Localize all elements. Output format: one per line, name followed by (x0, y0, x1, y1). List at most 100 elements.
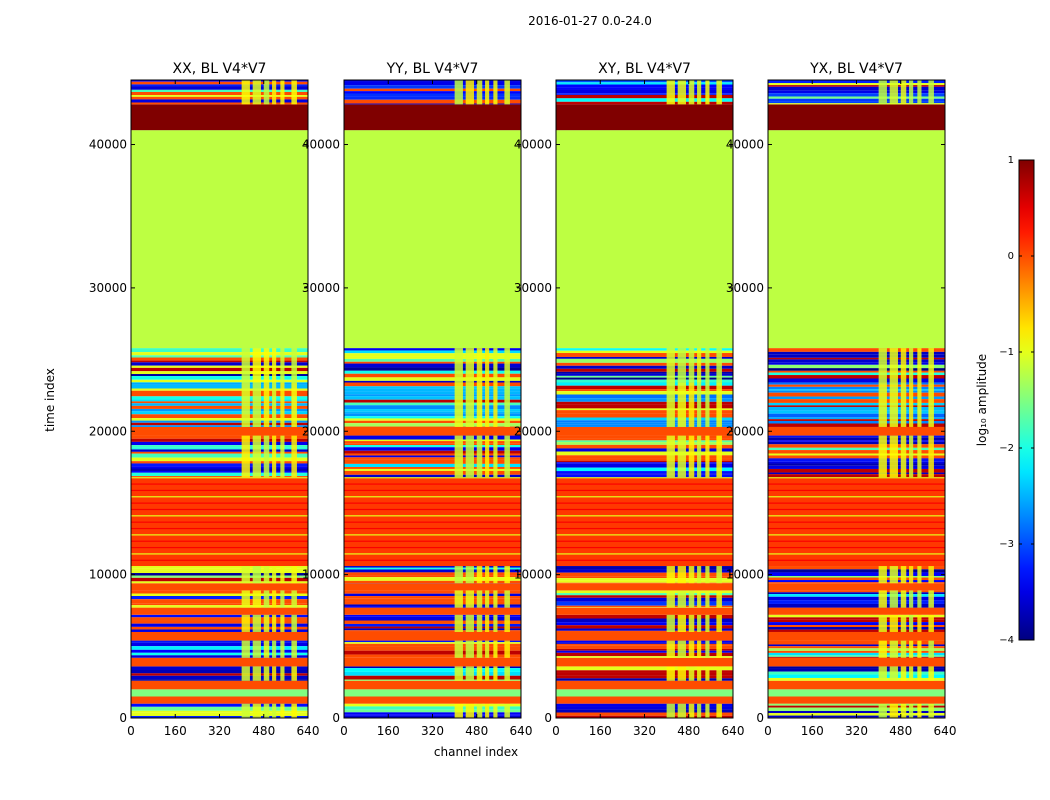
heatmap-row (131, 617, 308, 621)
heatmap-row (344, 353, 521, 357)
heatmap-rfi-block (465, 666, 474, 681)
y-axis-label: time index (43, 368, 57, 432)
heatmap-stripe (131, 521, 308, 523)
heatmap-rfi-block (878, 703, 887, 718)
heatmap-row (556, 94, 733, 99)
heatmap-rfi-block (878, 666, 887, 681)
heatmap-row (344, 668, 521, 672)
heatmap-rfi-block (263, 614, 270, 632)
heatmap-row (768, 566, 945, 570)
heatmap-rfi-block (716, 80, 722, 105)
heatmap-row (768, 392, 945, 397)
heatmap-row (556, 625, 733, 629)
heatmap-rfi-block (705, 590, 710, 608)
heatmap-row (131, 472, 308, 477)
heatmap-row (768, 417, 945, 420)
heatmap-rfi-block (465, 80, 474, 105)
heatmap-rfi-block (476, 614, 483, 632)
heatmap-rfi-block (688, 666, 695, 681)
heatmap-row (344, 598, 521, 602)
heatmap-row (556, 648, 733, 651)
heatmap-row (556, 595, 733, 598)
heatmap-rfi-block (291, 382, 297, 427)
heatmap-row (768, 463, 945, 466)
heatmap-rfi-block (454, 348, 463, 383)
heatmap-row (556, 656, 733, 658)
heatmap-rfi-block (688, 590, 695, 608)
heatmap-rfi-block (291, 703, 297, 718)
heatmap-band (556, 426, 733, 436)
heatmap-rfi-block (493, 80, 498, 105)
colorbar-tick-label: −4 (999, 635, 1014, 646)
heatmap-row (131, 595, 308, 600)
heatmap-row (131, 468, 308, 471)
heatmap-row (556, 645, 733, 649)
heatmap-rfi-block (716, 614, 722, 632)
heatmap-row (131, 590, 308, 594)
heatmap-row (556, 410, 733, 414)
heatmap-row (131, 374, 308, 377)
heatmap-rfi-block (504, 80, 510, 105)
heatmap-row (344, 411, 521, 414)
heatmap-row (344, 423, 521, 427)
heatmap-row (344, 363, 521, 368)
heatmap-row (344, 643, 521, 647)
heatmap-band (556, 680, 733, 690)
heatmap-row (556, 576, 733, 579)
heatmap-row (131, 476, 308, 478)
heatmap-rfi-block (705, 566, 710, 584)
heatmap-rfi-block (677, 435, 686, 478)
heatmap-cells (344, 80, 521, 718)
heatmap-row (131, 95, 308, 97)
heatmap-stripe (556, 559, 733, 561)
heatmap-rfi-block (878, 640, 887, 658)
heatmap-row (344, 712, 521, 715)
heatmap-band (768, 607, 945, 615)
heatmap-band (344, 631, 521, 641)
heatmap-rfi-block (465, 703, 474, 718)
heatmap-rfi-block (485, 566, 490, 584)
heatmap-row (344, 447, 521, 451)
heatmap-band (344, 680, 521, 690)
heatmap-rfi-block (697, 590, 702, 608)
heatmap-row (344, 650, 521, 655)
heatmap-row (131, 626, 308, 630)
heatmap-rfi-block (697, 348, 702, 383)
heatmap-rfi-block (889, 80, 898, 105)
heatmap-rfi-block (272, 666, 277, 681)
heatmap-rfi-block (688, 566, 695, 584)
heatmap-rfi-block (485, 435, 490, 478)
heatmap-stripe (344, 489, 521, 492)
heatmap-row (131, 679, 308, 681)
heatmap-rfi-block (252, 703, 261, 718)
heatmap-band (131, 631, 308, 641)
heatmap-band (768, 657, 945, 667)
heatmap-rfi-block (252, 435, 261, 478)
heatmap-stripe (344, 553, 521, 555)
heatmap-row (768, 93, 945, 97)
heatmap-stripe (344, 477, 521, 479)
heatmap-row (131, 371, 308, 375)
heatmap-row (131, 418, 308, 421)
heatmap-rfi-block (485, 666, 490, 681)
heatmap-rfi-block (697, 435, 702, 478)
heatmap-row (556, 462, 733, 464)
heatmap-rfi-block (666, 614, 675, 632)
heatmap-rfi-block (917, 382, 922, 427)
colorbar-tick-label: −2 (999, 443, 1014, 454)
heatmap-row (768, 96, 945, 99)
heatmap-row (768, 617, 945, 620)
heatmap-row (131, 348, 308, 353)
heatmap-rfi-block (454, 703, 463, 718)
x-tick-label: 160 (589, 724, 612, 738)
heatmap-row (344, 614, 521, 617)
heatmap-row (131, 390, 308, 393)
heatmap-rfi-block (716, 382, 722, 427)
heatmap-row (556, 605, 733, 608)
heatmap-rfi-block (280, 348, 285, 383)
heatmap-row (768, 351, 945, 355)
heatmap-rfi-block (900, 666, 907, 681)
heatmap-row (556, 404, 733, 409)
heatmap-row (556, 362, 733, 366)
heatmap-rfi-block (241, 382, 250, 427)
